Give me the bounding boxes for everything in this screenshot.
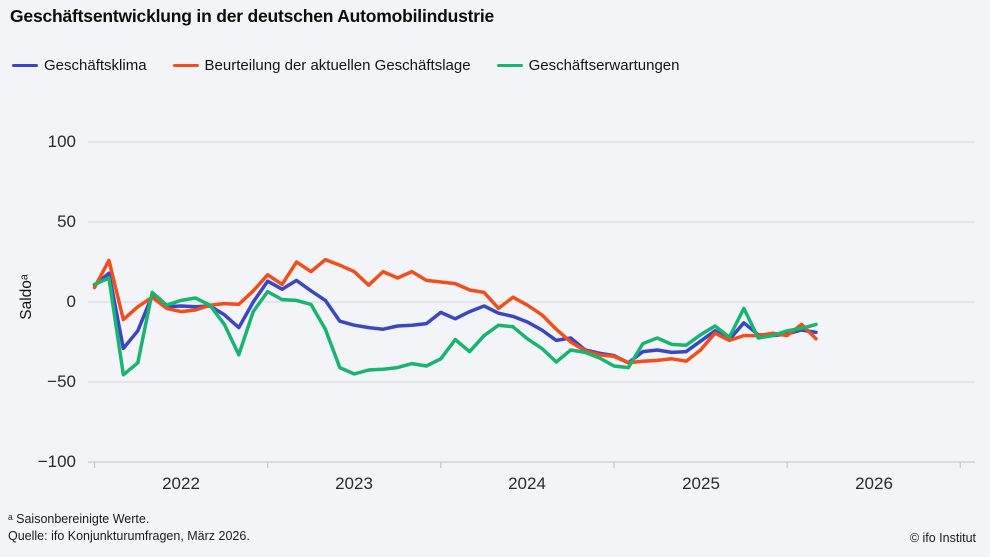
x-tick-2025: 2025 xyxy=(682,474,720,493)
legend-label: Geschäftserwartungen xyxy=(528,57,680,74)
legend: Geschäftsklima Beurteilung der aktuellen… xyxy=(12,57,679,74)
x-tick-2024: 2024 xyxy=(508,474,546,493)
legend-label: Beurteilung der aktuellen Geschäftslage xyxy=(204,57,471,74)
x-tick-2023: 2023 xyxy=(335,474,373,493)
plot-area xyxy=(88,141,975,468)
series-line-gesch-ftsklima xyxy=(92,271,818,365)
footnotes: ᵃ Saisonbereinigte Werte. Quelle: ifo Ko… xyxy=(8,511,250,545)
legend-swatch-blue-line-icon xyxy=(12,63,38,68)
x-tick-2022: 2022 xyxy=(162,474,200,493)
footnote-seasonal: ᵃ Saisonbereinigte Werte. xyxy=(8,512,150,526)
chart-title: Geschäftsentwicklung in der deutschen Au… xyxy=(10,6,495,26)
chart-area: Saldoᵃ 100 50 0 −50 −100 2022 2023 2024 … xyxy=(0,110,990,510)
y-tick-minus-50: −50 xyxy=(47,372,76,391)
x-tick-2026: 2026 xyxy=(855,474,893,493)
legend-label: Geschäftsklima xyxy=(44,57,147,74)
copyright-note: © ifo Institut xyxy=(909,531,976,545)
series-line-beurteilung-der-aktuellen-gesch-ftslage xyxy=(92,257,818,365)
y-tick-minus-100: −100 xyxy=(37,452,76,471)
y-tick-0: 0 xyxy=(66,292,76,311)
legend-item-geschaeftslage: Beurteilung der aktuellen Geschäftslage xyxy=(172,57,471,74)
legend-item-geschaeftserwartungen: Geschäftserwartungen xyxy=(496,57,680,74)
legend-swatch-green-line-icon xyxy=(496,63,523,68)
legend-swatch-orange-line-icon xyxy=(172,63,199,68)
legend-item-geschaeftsklima: Geschäftsklima xyxy=(12,57,147,74)
source-note: Quelle: ifo Konjunkturumfragen, März 202… xyxy=(8,529,250,543)
y-tick-100: 100 xyxy=(47,132,76,151)
y-tick-50: 50 xyxy=(57,212,76,231)
series-line-gesch-ftserwartungen xyxy=(92,276,818,377)
